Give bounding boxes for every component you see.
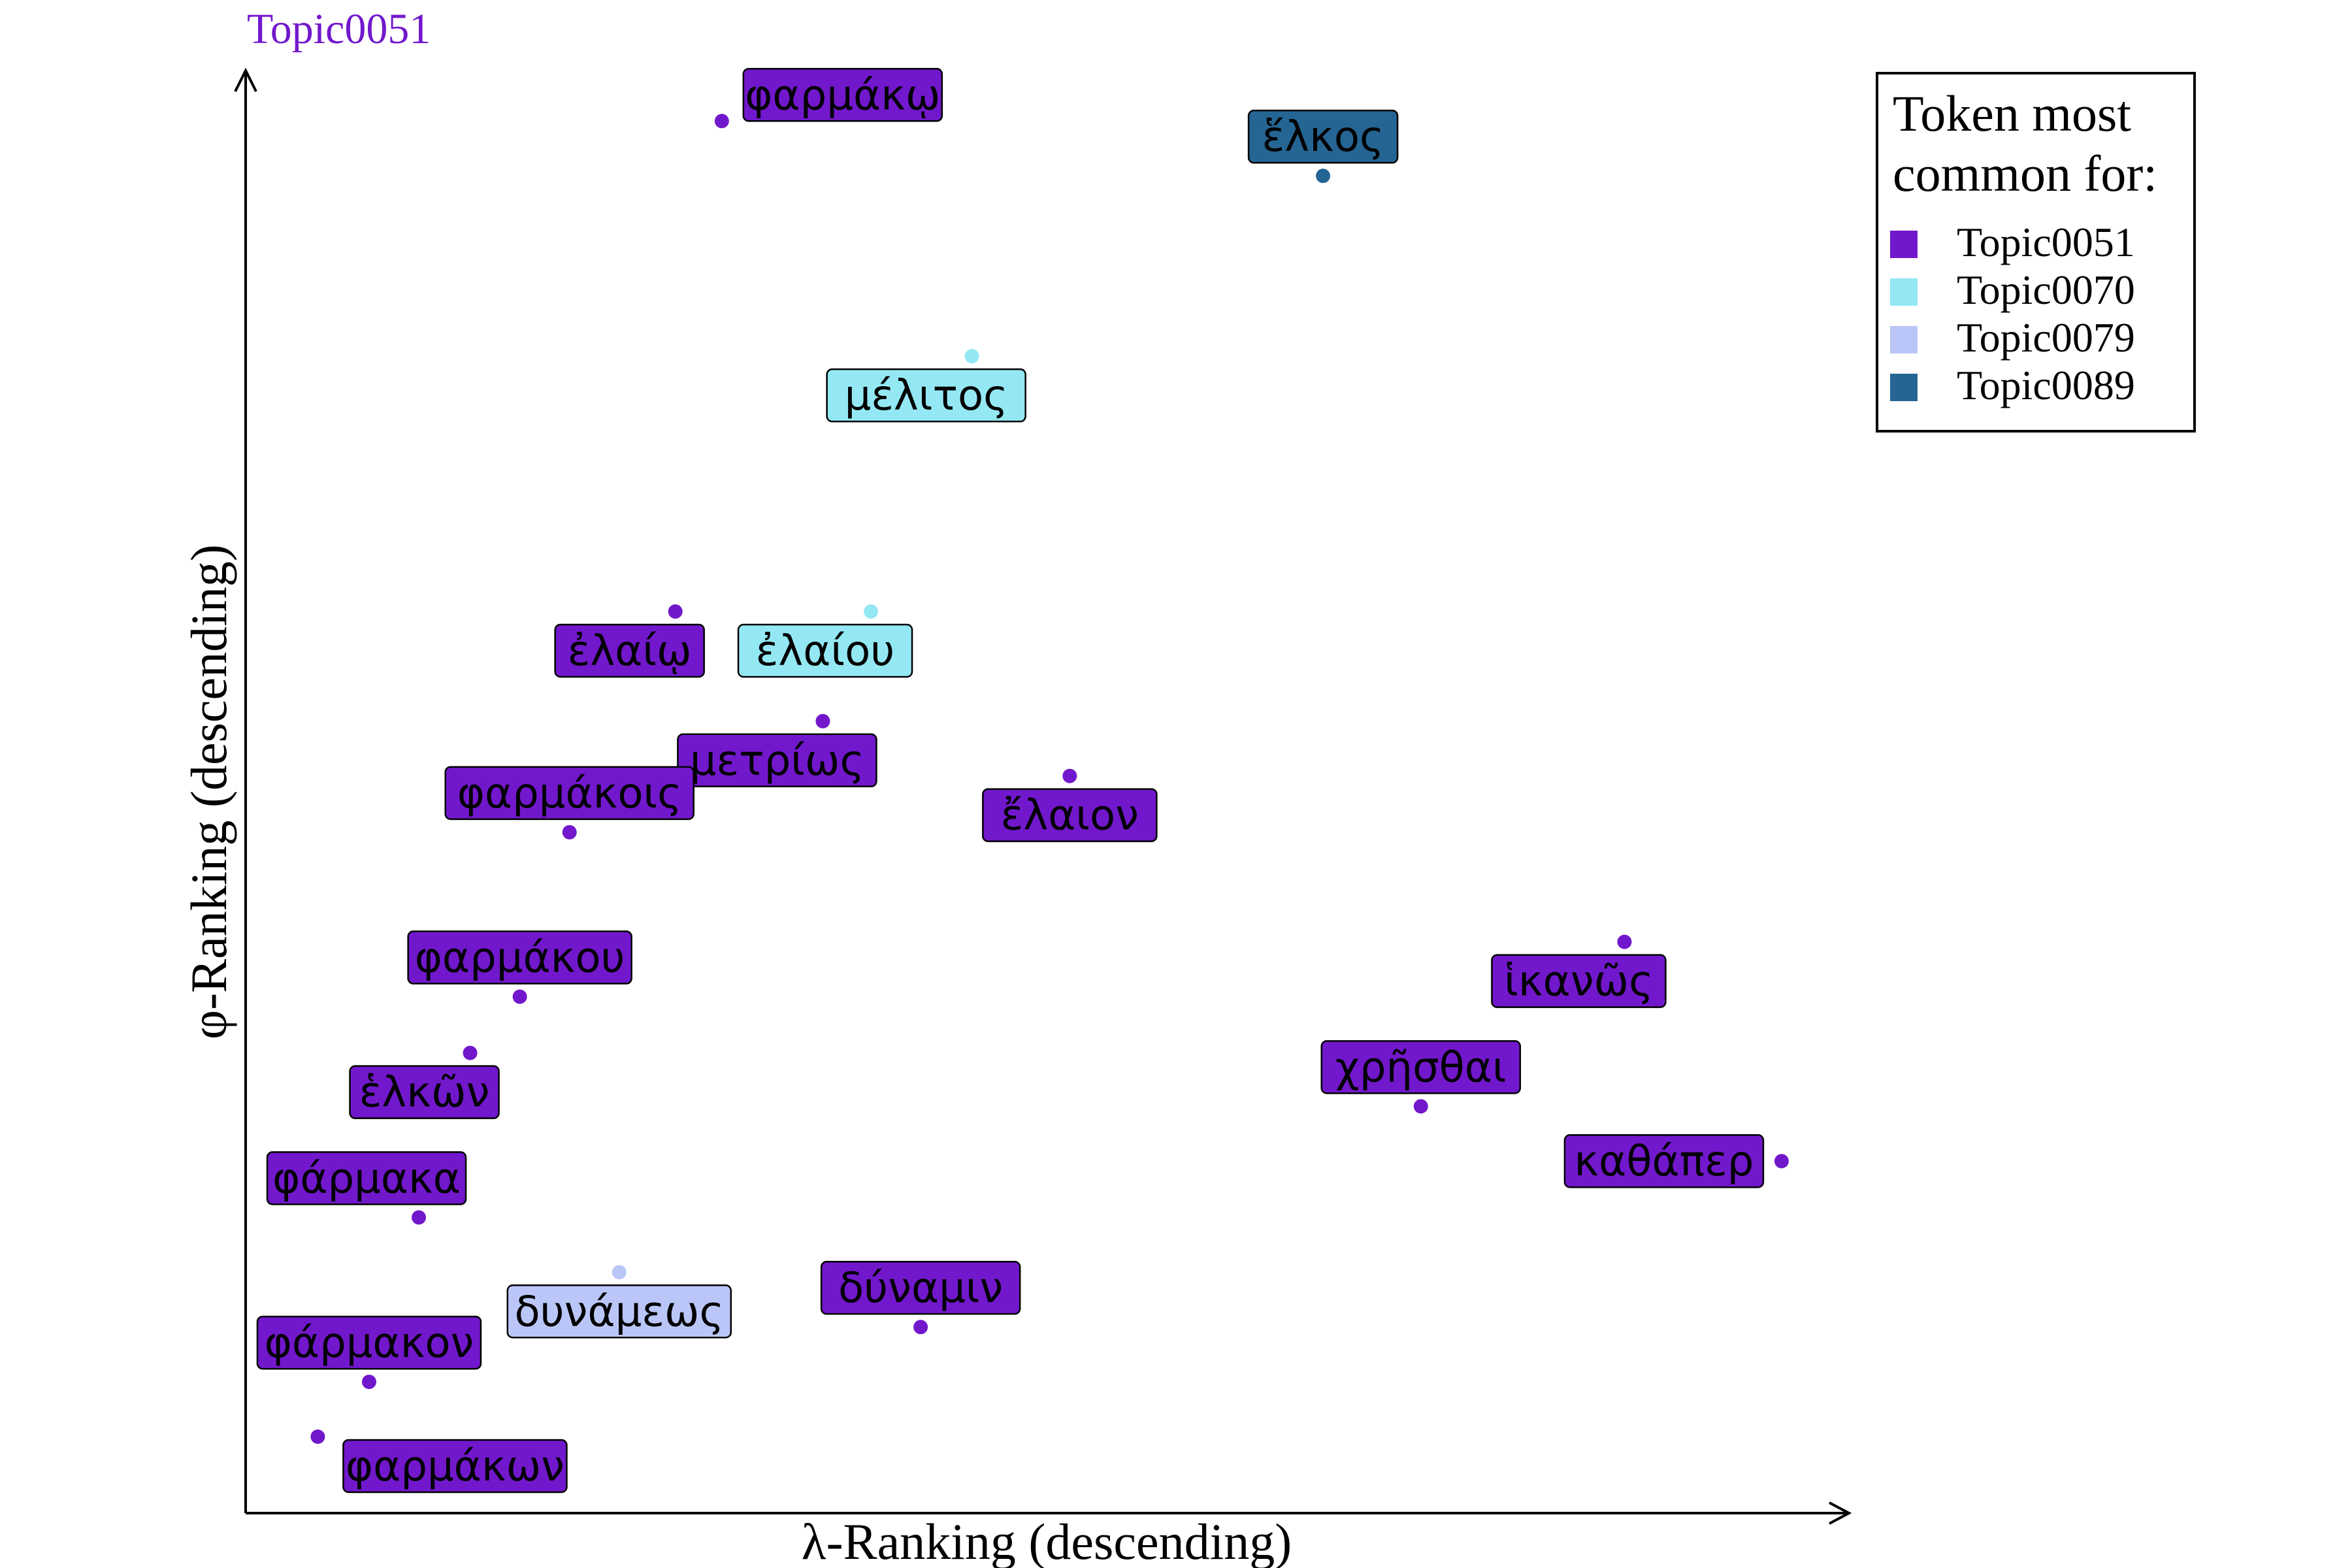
data-label-box: [1491, 954, 1667, 1008]
data-label: φάρμακον: [265, 1319, 474, 1367]
data-marks: φαρμάκῳ ἕλκος μέλιτος ἐλαίῳ ἐλαίου μετρίως ἔλα…: [256, 68, 1789, 1494]
legend-box: [1876, 72, 2196, 433]
data-label: φάρμακα: [272, 1154, 461, 1203]
data-label: μετρίως: [690, 737, 864, 785]
data-label-box: [444, 766, 694, 821]
data-point-group: δυνάμεως: [506, 1265, 732, 1339]
data-label: χρῆσθαι: [1335, 1043, 1507, 1092]
data-label-box: [506, 1284, 732, 1339]
data-label-box: [742, 68, 943, 122]
data-label-box: [256, 1315, 482, 1370]
legend-label: Topic0070: [1957, 267, 2135, 313]
data-point-group: ἐλαίου: [737, 604, 913, 678]
data-point-group: μέλιτος: [826, 349, 1026, 423]
legend-label: Topic0079: [1957, 314, 2135, 361]
data-label: φαρμάκῳ: [745, 71, 940, 120]
data-point-group: φαρμάκοις: [444, 766, 694, 840]
data-point-group: ἕλκος: [1247, 109, 1399, 184]
data-label-box: [349, 1065, 500, 1119]
data-label: ἱκανῶς: [1504, 958, 1653, 1006]
data-label-box: [677, 733, 877, 788]
legend-title-line-2: common for:: [1893, 145, 2157, 202]
legend-swatch: [1890, 374, 1918, 401]
data-label: μέλιτος: [845, 372, 1008, 420]
data-point: [815, 713, 830, 728]
legend-label: Topic0051: [1957, 219, 2135, 265]
data-point-group: ἱκανῶς: [1491, 934, 1667, 1008]
axes: [234, 67, 1852, 1525]
legend-label: Topic0089: [1957, 362, 2135, 408]
data-point-group: μετρίως: [677, 713, 877, 788]
data-point: [361, 1375, 376, 1390]
data-label: φαρμάκοις: [457, 770, 682, 818]
data-point: [1617, 934, 1632, 949]
data-label-box: [982, 788, 1158, 842]
legend-swatch: [1890, 231, 1918, 258]
data-label-box: [342, 1439, 568, 1494]
data-point: [964, 349, 979, 364]
chart-title: Topic0051: [247, 5, 431, 53]
data-point: [714, 114, 729, 129]
data-point-group: καθάπερ: [1563, 1134, 1789, 1188]
y-axis-arrowhead: [234, 67, 257, 92]
data-point: [1774, 1154, 1789, 1169]
data-label: ἐλαίῳ: [568, 627, 692, 676]
data-point: [562, 825, 577, 840]
legend: Token most common for: Topic0051Topic007…: [1876, 72, 2196, 433]
data-point: [1413, 1099, 1428, 1114]
legend-title-line-1: Token most: [1893, 85, 2131, 142]
data-point-group: ἑλκῶν: [349, 1045, 500, 1119]
legend-swatch: [1890, 278, 1918, 306]
data-label-box: [407, 930, 632, 985]
data-label-box: [266, 1151, 467, 1205]
data-label: ἑλκῶν: [359, 1069, 490, 1117]
data-point: [612, 1265, 627, 1280]
data-point-group: φαρμάκων: [310, 1429, 568, 1494]
data-label: δυνάμεως: [514, 1288, 724, 1336]
data-point: [512, 989, 527, 1004]
legend-swatch: [1890, 326, 1918, 353]
data-point-group: χρῆσθαι: [1320, 1040, 1522, 1114]
data-point-group: φαρμάκου: [407, 930, 632, 1004]
data-point: [913, 1320, 928, 1335]
data-label: ἔλαιον: [1001, 792, 1139, 840]
data-label: φαρμάκου: [415, 934, 625, 983]
data-label: καθάπερ: [1574, 1137, 1754, 1186]
data-label-box: [1320, 1040, 1522, 1094]
data-label: ἕλκος: [1262, 113, 1384, 161]
data-label-box: [820, 1260, 1021, 1315]
data-point: [310, 1429, 325, 1444]
data-label-box: [826, 368, 1026, 423]
data-point: [668, 604, 683, 619]
data-point-group: ἐλαίῳ: [554, 604, 705, 678]
data-point-group: φάρμακα: [266, 1151, 467, 1225]
data-label: ἐλαίου: [756, 627, 895, 676]
data-point-group: φαρμάκῳ: [714, 68, 943, 129]
data-label: φαρμάκων: [346, 1443, 564, 1491]
data-label-box: [554, 623, 705, 678]
data-point-group: ἔλαιον: [982, 768, 1158, 842]
data-point-group: φάρμακον: [256, 1315, 482, 1390]
data-point: [1316, 169, 1331, 184]
data-point: [463, 1045, 478, 1060]
data-label-box: [1563, 1134, 1765, 1188]
x-axis-title: λ-Ranking (descending): [802, 1513, 1292, 1568]
data-label-box: [737, 623, 913, 678]
y-axis-title: φ-Ranking (descending): [180, 544, 237, 1039]
data-label: δύναμιν: [838, 1264, 1003, 1313]
data-label-box: [1247, 109, 1399, 164]
data-point: [864, 604, 879, 619]
data-point: [412, 1210, 427, 1225]
data-point-group: δύναμιν: [820, 1260, 1021, 1335]
x-axis-arrowhead: [1829, 1501, 1852, 1525]
data-point: [1062, 768, 1077, 783]
